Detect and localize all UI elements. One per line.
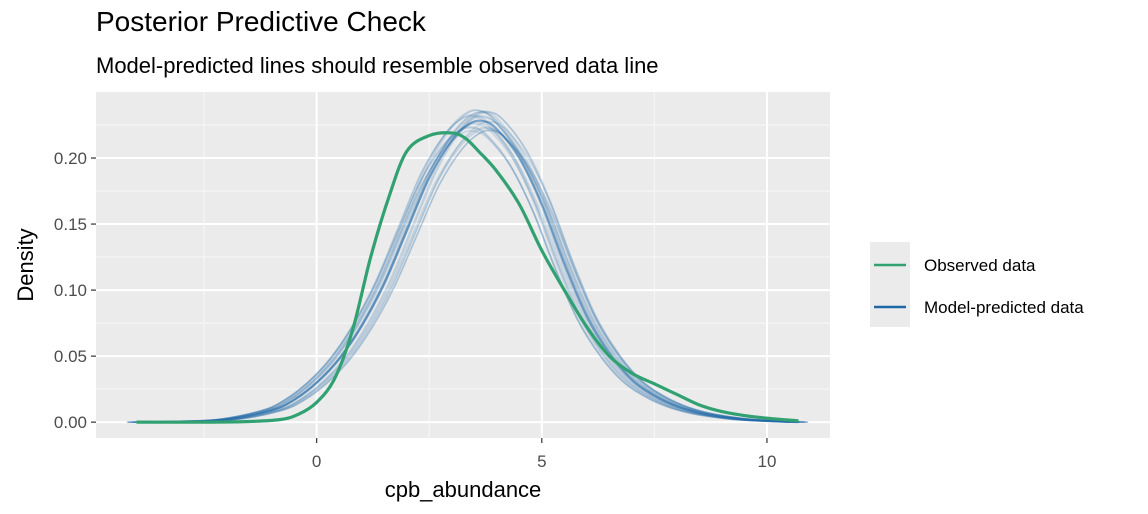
minor-gridlines xyxy=(96,92,830,438)
model-predicted-line xyxy=(145,129,808,423)
y-tick-label: 0.15 xyxy=(54,215,87,234)
x-axis: 0 5 10 xyxy=(312,438,776,471)
model-predicted-line xyxy=(143,127,806,423)
legend-label-model: Model-predicted data xyxy=(924,298,1084,317)
legend: Observed data Model-predicted data xyxy=(870,242,1084,327)
chart-subtitle: Model-predicted lines should resemble ob… xyxy=(96,53,659,78)
x-tick-label: 0 xyxy=(312,452,321,471)
model-predicted-line xyxy=(136,119,799,424)
y-tick-label: 0.00 xyxy=(54,413,87,432)
chart-title: Posterior Predictive Check xyxy=(96,6,426,37)
model-predicted-line xyxy=(142,126,805,423)
legend-label-observed: Observed data xyxy=(924,256,1036,275)
model-predicted-line xyxy=(128,130,791,423)
model-predicted-line xyxy=(127,115,790,423)
plot-panel xyxy=(96,92,830,438)
model-predicted-line xyxy=(132,121,795,423)
y-axis-title: Density xyxy=(13,228,38,301)
x-tick-label: 5 xyxy=(537,452,546,471)
x-axis-title: cpb_abundance xyxy=(385,477,542,502)
model-predicted-line xyxy=(128,114,791,423)
y-tick-label: 0.05 xyxy=(54,347,87,366)
x-tick-label: 10 xyxy=(757,452,776,471)
model-predicted-line xyxy=(131,123,794,423)
model-predicted-line xyxy=(143,111,806,423)
observed-line xyxy=(136,131,799,424)
y-tick-label: 0.10 xyxy=(54,281,87,300)
legend-key-background-model xyxy=(870,284,910,327)
y-tick-label: 0.20 xyxy=(54,149,87,168)
model-predicted-line xyxy=(142,110,805,423)
model-predicted-line xyxy=(126,127,789,423)
model-predicted-line xyxy=(146,120,809,423)
y-axis: 0.00 0.05 0.10 0.15 0.20 xyxy=(54,149,96,432)
model-predicted-lines xyxy=(126,109,809,424)
observed-line-group xyxy=(136,131,799,424)
model-predicted-line xyxy=(126,125,789,423)
